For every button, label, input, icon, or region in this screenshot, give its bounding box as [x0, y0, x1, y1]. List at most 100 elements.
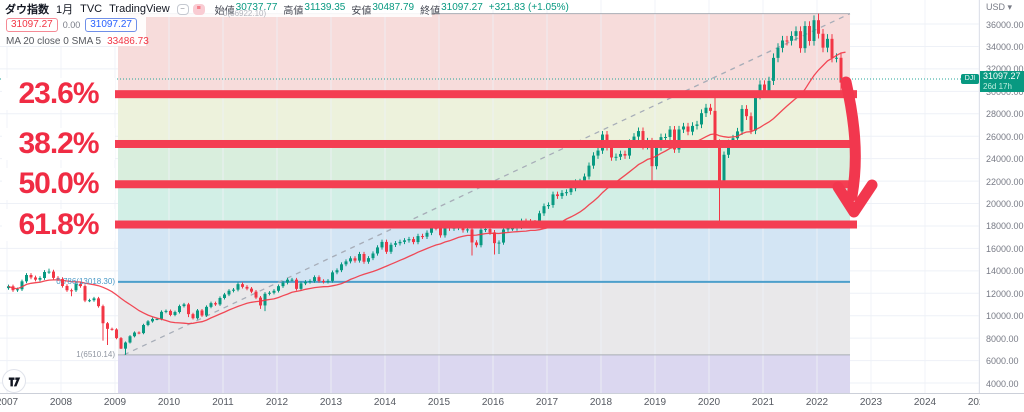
candle-body	[43, 271, 46, 279]
candle-body	[376, 247, 379, 254]
legend-collapse-icon[interactable]: –	[176, 3, 189, 15]
legend-background	[0, 0, 432, 17]
candle-body	[335, 270, 339, 273]
candle-body	[767, 80, 771, 92]
candle-body	[812, 20, 816, 42]
candle-body	[592, 155, 595, 166]
ma-label: MA 20 close 0 SMA 5	[6, 35, 102, 47]
candle-body	[254, 291, 258, 298]
candle-body	[308, 281, 312, 283]
candle-body	[394, 243, 397, 245]
candle-body	[182, 304, 186, 307]
fib-red-line[interactable]	[114, 220, 857, 229]
candle-body	[142, 324, 145, 334]
fib-band	[118, 224, 850, 282]
ma20-line[interactable]	[8, 51, 846, 325]
candle-body	[173, 312, 177, 315]
candle-body	[97, 298, 100, 307]
ma-value: 33486.73	[107, 35, 149, 47]
candle-body	[497, 242, 501, 244]
tradingview-logo[interactable]	[2, 369, 26, 393]
change-readout: +321.83 (+1.05%)	[488, 1, 569, 13]
chart-plot-area[interactable]	[0, 0, 979, 393]
candle-body	[70, 290, 73, 292]
down-arrow-shaft[interactable]	[840, 76, 861, 202]
bar-countdown: 26d 17h	[983, 82, 1012, 91]
fib-red-line[interactable]	[114, 180, 857, 189]
candle-body	[187, 304, 190, 315]
tv-logo-glyph	[8, 376, 20, 386]
fib-level-label: 0.786(13018.30)	[56, 276, 115, 286]
candle-body	[277, 286, 280, 291]
candle-body	[38, 278, 42, 280]
ma-legend[interactable]: MA 20 close 0 SMA 5 33486.73	[6, 35, 149, 47]
candle-body	[821, 33, 825, 48]
year-tick-label: 2014	[373, 397, 397, 408]
candle-body	[677, 129, 681, 150]
year-labels: 2007 2008 2009 2010 2011 2012 2013 2014 2015 2016…	[0, 394, 980, 412]
candle-body	[623, 153, 627, 156]
price-axis[interactable]: USD ▾ 36000.0034000.0032000.0030000.0028…	[979, 0, 1024, 393]
candle-body	[722, 154, 726, 182]
candle-body	[614, 156, 618, 158]
candle-body	[223, 294, 226, 298]
candle-body	[817, 20, 820, 34]
candle-body	[506, 228, 510, 230]
candle-body	[398, 241, 402, 244]
candle-body	[565, 192, 568, 194]
fib-red-line[interactable]	[114, 139, 857, 148]
candle-body	[668, 129, 672, 137]
price-tick-label: 32000.00	[986, 64, 1024, 75]
fib-percent-label[interactable]: 23.6%	[2, 78, 115, 111]
fib-band	[118, 143, 850, 185]
fib-price-box-blue[interactable]: 31097.27	[85, 18, 137, 32]
candle-body	[25, 274, 28, 282]
candle-body	[700, 113, 703, 125]
price-tick-label: 16000.00	[986, 243, 1024, 254]
fib-percent-label[interactable]: 38.2%	[2, 127, 115, 160]
symbol-legend[interactable]: ダウ指数 1月 TVC TradingView – ≡ 始値 30737.77 高…	[5, 1, 569, 17]
candle-body	[790, 35, 793, 41]
price-tick-label: 14000.00	[986, 266, 1024, 277]
candle-body	[317, 277, 321, 281]
candle-body	[241, 284, 244, 287]
ohlc-readout: 始値 30737.77 高値 31139.35 安値 30487.79 終値 31097…	[214, 1, 569, 17]
candle-body	[439, 227, 442, 236]
candle-body	[511, 228, 514, 230]
candle-body	[344, 261, 348, 265]
fib-percent-label[interactable]: 50.0%	[2, 168, 115, 201]
year-tick-label: 2007	[0, 397, 19, 408]
candle-body	[47, 271, 51, 273]
fib-percent-label[interactable]: 61.8%	[2, 208, 115, 241]
fib-zero-value: 0.00	[62, 20, 81, 30]
fib-tool-legend[interactable]: 31097.27 0.00 31097.27	[6, 18, 137, 32]
candle-body	[209, 303, 213, 307]
fib-red-line[interactable]	[114, 90, 857, 99]
candle-body	[119, 338, 123, 349]
candle-body	[214, 303, 217, 305]
down-arrow-head[interactable]	[832, 179, 878, 218]
candle-body	[169, 310, 172, 315]
time-axis[interactable]: 2007 2008 2009 2010 2011 2012 2013 2014 2015 2016…	[0, 394, 1024, 412]
candle-body	[682, 126, 685, 130]
legend-menu-icon[interactable]: ≡	[192, 3, 205, 15]
interval-label[interactable]: 1月	[56, 4, 74, 16]
fib-price-box-red[interactable]: 31097.27	[6, 18, 58, 32]
candle-body	[160, 311, 163, 319]
candle-body	[88, 300, 91, 302]
candle-body	[349, 258, 352, 262]
exchange-label: TVC	[80, 3, 103, 15]
candle-body	[569, 188, 573, 193]
currency-selector[interactable]: USD ▾	[986, 2, 1013, 12]
candle-body	[839, 57, 843, 83]
year-tick-label: 2021	[751, 397, 775, 408]
symbol-name[interactable]: ダウ指数	[5, 4, 49, 16]
platform-label: TradingView	[109, 3, 170, 15]
candle-body	[740, 108, 744, 132]
candle-body	[502, 229, 505, 243]
candle-body	[727, 143, 730, 155]
candle-body	[421, 236, 424, 238]
candle-body	[758, 84, 762, 96]
candle-body	[745, 108, 748, 117]
candle-body	[776, 47, 780, 58]
